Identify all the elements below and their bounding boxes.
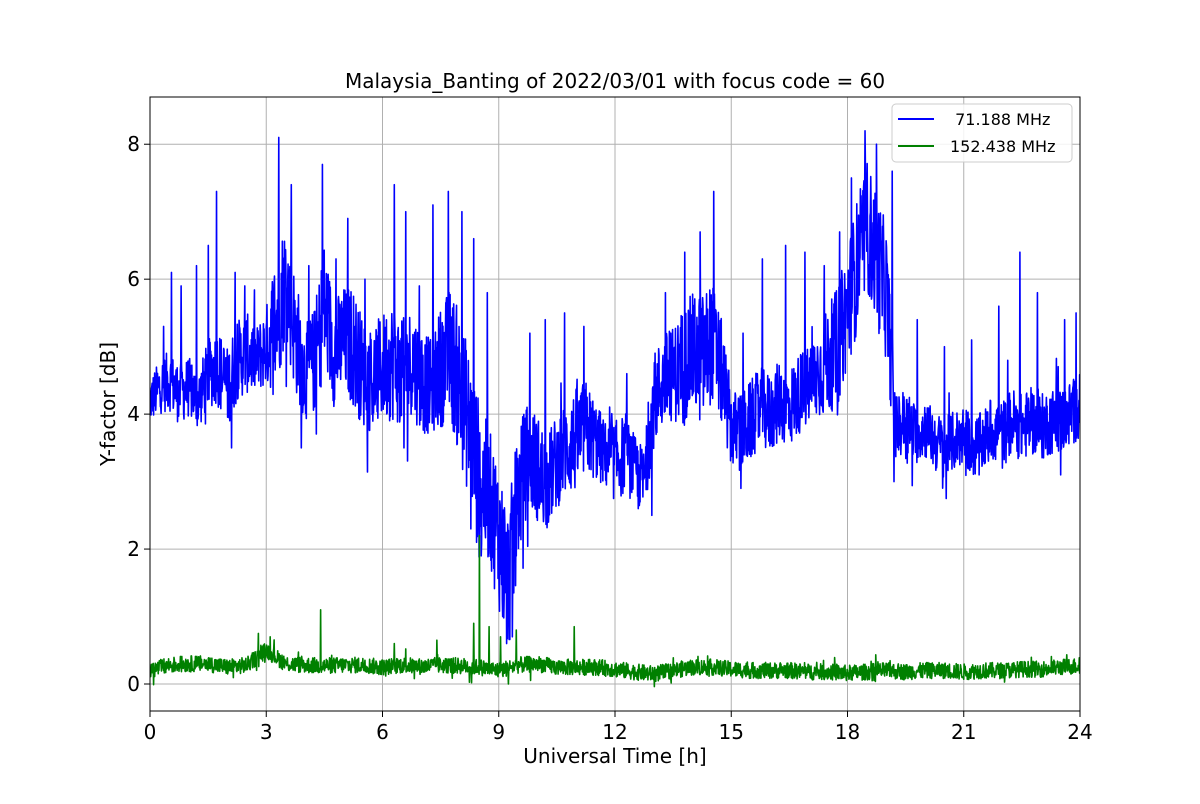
x-tick-label: 18 — [835, 720, 860, 744]
x-axis-ticks: 0 3 6 9 12 15 18 21 24 — [144, 711, 1093, 744]
y-axis-label: Y-factor [dB] — [96, 342, 120, 467]
x-axis-label: Universal Time [h] — [523, 744, 706, 768]
x-tick-label: 21 — [951, 720, 976, 744]
x-tick-label: 3 — [260, 720, 273, 744]
plot-area — [150, 129, 1080, 688]
y-tick-label: 4 — [127, 402, 140, 426]
y-axis-ticks: 0 2 4 6 8 — [127, 132, 150, 696]
x-tick-label: 0 — [144, 720, 157, 744]
x-tick-label: 24 — [1067, 720, 1092, 744]
chart-title: Malaysia_Banting of 2022/03/01 with focu… — [345, 69, 885, 93]
legend-label-series-1: 71.188 MHz — [950, 110, 1050, 129]
y-tick-label: 0 — [127, 672, 140, 696]
series-line-1 — [150, 129, 1080, 645]
x-tick-label: 9 — [492, 720, 505, 744]
y-tick-label: 6 — [127, 267, 140, 291]
x-tick-label: 15 — [719, 720, 744, 744]
legend: 71.188 MHz 152.438 MHz — [891, 103, 1073, 163]
legend-label-series-2: 152.438 MHz — [950, 137, 1055, 156]
x-tick-label: 12 — [602, 720, 627, 744]
x-tick-label: 6 — [376, 720, 389, 744]
series-group — [150, 129, 1080, 688]
y-tick-label: 8 — [127, 132, 140, 156]
legend-box — [891, 103, 1073, 163]
y-tick-label: 2 — [127, 537, 140, 561]
series-line-2 — [150, 534, 1080, 688]
